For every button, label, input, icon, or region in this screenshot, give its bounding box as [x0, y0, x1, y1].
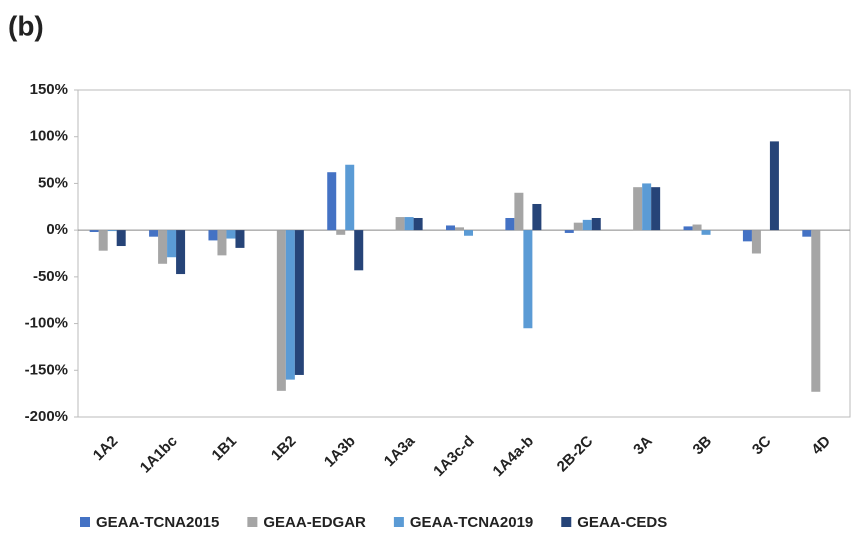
x-tick-label: 1B2: [268, 433, 299, 464]
bar: [514, 192, 524, 231]
bar: [692, 224, 702, 231]
y-tick-label: -50%: [33, 268, 68, 285]
x-tick-label: 1A3b: [321, 433, 359, 471]
bar: [591, 217, 601, 231]
legend-label: GEAA-TCNA2015: [96, 514, 219, 531]
bar: [573, 222, 583, 231]
bar: [404, 217, 414, 231]
bar: [455, 227, 464, 231]
bar: [395, 217, 405, 231]
legend-label: GEAA-CEDS: [577, 514, 667, 531]
bar: [294, 230, 304, 375]
bar: [89, 230, 99, 233]
bar: [345, 164, 355, 231]
bar: [226, 230, 236, 239]
y-tick-label: -200%: [25, 408, 68, 425]
bar: [208, 230, 218, 241]
x-tick-label: 1A3a: [381, 432, 419, 470]
bar: [769, 141, 779, 231]
bar: [811, 230, 821, 392]
legend-swatch: [80, 517, 90, 527]
bar: [701, 230, 711, 235]
y-tick-label: 0%: [46, 221, 68, 238]
legend-swatch: [393, 517, 404, 527]
bar: [167, 230, 177, 258]
bar: [683, 226, 693, 231]
bar: [582, 219, 592, 231]
bar: [446, 225, 455, 231]
bar: [633, 187, 643, 231]
bar: [413, 217, 423, 231]
y-tick-label: -150%: [25, 361, 68, 378]
y-tick-label: 50%: [38, 174, 68, 191]
bar: [285, 230, 295, 380]
x-tick-label: 3C: [749, 433, 775, 459]
plot-frame: [77, 89, 851, 418]
bar: [532, 203, 542, 231]
bar: [107, 230, 117, 232]
x-tick-label: 1A1bc: [137, 433, 181, 477]
bar: [742, 230, 752, 242]
legend-swatch: [247, 517, 258, 527]
bar: [505, 217, 515, 231]
legend-label: GEAA-TCNA2019: [410, 514, 533, 531]
chart-title: (b): [8, 10, 44, 41]
bar: [564, 230, 574, 233]
bar: [523, 230, 533, 329]
x-tick-label: 2B-2C: [554, 433, 597, 476]
bar: [235, 230, 245, 248]
bar: [642, 183, 652, 231]
x-tick-label: 1B1: [209, 433, 240, 464]
legend-swatch: [561, 517, 572, 527]
bar: [802, 230, 812, 237]
x-tick-label: 1A3c-d: [430, 433, 477, 480]
x-tick-label: 1A2: [90, 433, 121, 464]
bar: [276, 230, 286, 391]
x-tick-label: 4D: [808, 433, 834, 459]
y-tick-label: 150%: [30, 81, 68, 98]
bar: [327, 172, 337, 231]
bar: [354, 230, 364, 271]
y-tick-label: -100%: [25, 315, 68, 332]
legend-label: GEAA-EDGAR: [263, 514, 366, 531]
bar: [464, 230, 473, 236]
y-tick-label: 100%: [30, 128, 68, 145]
bar: [336, 230, 346, 235]
bar: [158, 230, 168, 264]
bar: [98, 230, 108, 251]
bar: [751, 230, 761, 254]
bar: [217, 230, 227, 256]
x-tick-label: 3B: [690, 433, 716, 459]
bar: [651, 187, 661, 231]
x-tick-label: 1A4a-b: [490, 433, 537, 480]
bar: [149, 230, 159, 237]
x-tick-label: 3A: [630, 433, 656, 459]
bar: [116, 230, 126, 247]
bar: [176, 230, 186, 275]
